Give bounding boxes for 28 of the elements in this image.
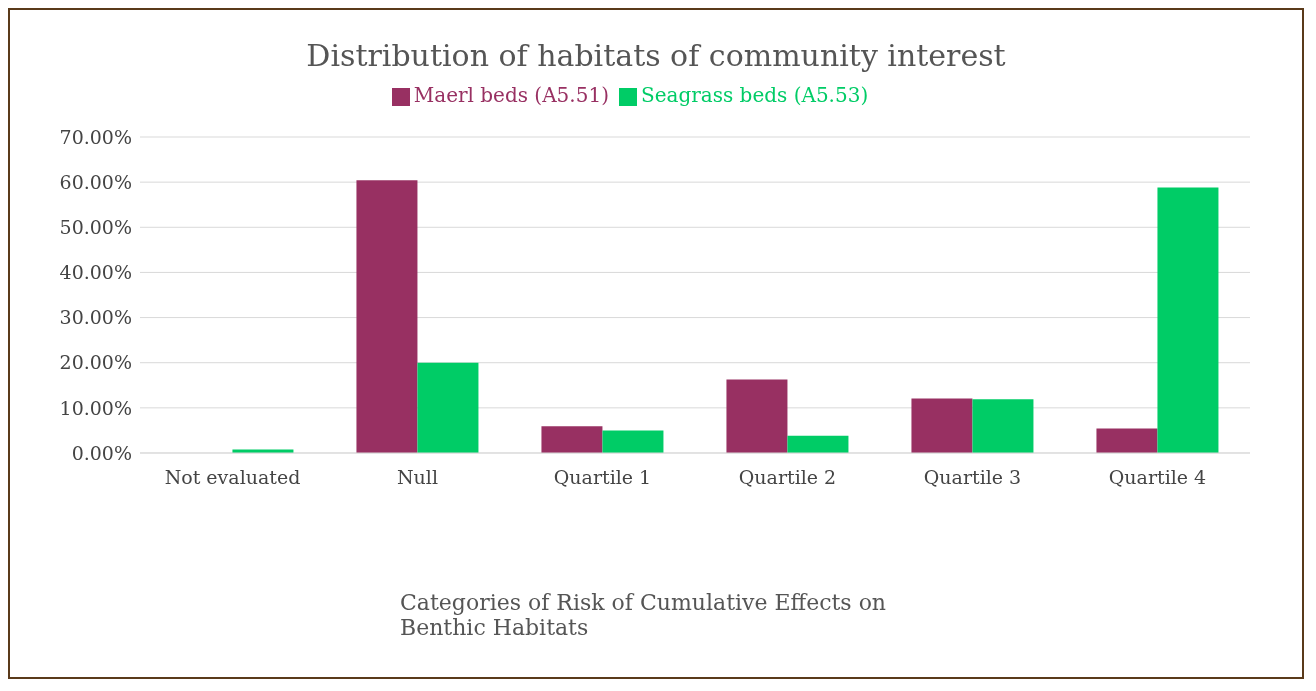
x-axis-title: Categories of Risk of Cumulative Effects on Benthic Habitats: [400, 590, 888, 640]
y-tick-label: 30.00%: [59, 306, 132, 329]
x-tick-label: Not evaluated: [164, 466, 301, 489]
bar: [541, 426, 603, 453]
y-tick-label: 70.00%: [59, 125, 132, 148]
bar: [1157, 187, 1219, 453]
bar: [602, 430, 664, 453]
y-tick-label: 20.00%: [59, 351, 132, 374]
x-tick-label: Quartile 4: [1108, 466, 1207, 489]
y-tick-label: 40.00%: [59, 261, 132, 284]
x-tick-label: Quartile 1: [553, 466, 652, 489]
bar: [356, 180, 418, 453]
x-tick-label: Quartile 2: [738, 466, 837, 489]
y-tick-label: 50.00%: [59, 216, 132, 239]
x-tick-label: Null: [396, 466, 439, 489]
bar: [787, 435, 849, 453]
y-tick-label: 0.00%: [71, 441, 132, 464]
legend-label: Maerl beds (A5.51): [413, 83, 609, 107]
bar: [911, 398, 973, 453]
x-tick-label: Quartile 3: [923, 466, 1022, 489]
legend-label: Seagrass beds (A5.53): [640, 83, 869, 107]
chart-title: Distribution of habitats of community interest: [305, 38, 1007, 73]
bar: [972, 399, 1034, 453]
y-tick-label: 60.00%: [59, 170, 132, 193]
bar: [1096, 428, 1158, 453]
bar: [417, 362, 479, 453]
bar: [726, 379, 788, 453]
y-tick-label: 10.00%: [59, 396, 132, 419]
